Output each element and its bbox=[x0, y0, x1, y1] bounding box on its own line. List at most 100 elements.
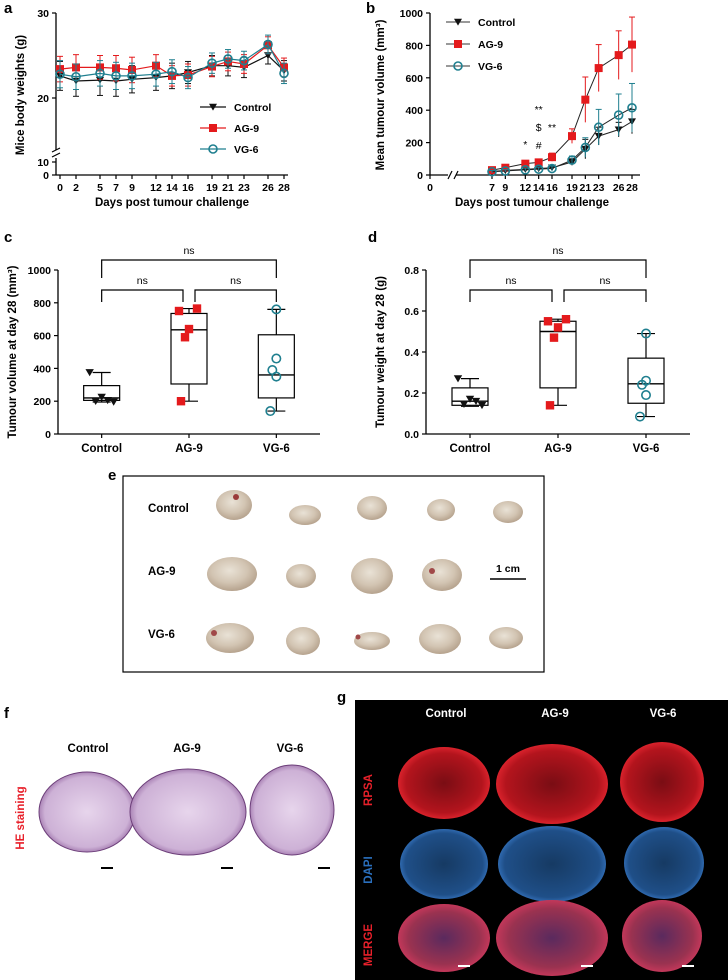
data-point-ag9 bbox=[176, 397, 186, 406]
data-point-vg6 bbox=[127, 71, 137, 81]
photo-row-label-vg6: VG-6 bbox=[148, 629, 175, 641]
data-point-vg6 bbox=[500, 166, 511, 176]
comparison-label: ns bbox=[552, 245, 563, 257]
data-point-vg6 bbox=[263, 39, 273, 50]
data-point-ag9 bbox=[192, 304, 202, 313]
he-col-label-vg6: VG-6 bbox=[277, 743, 304, 755]
if-row-label-merge: MERGE bbox=[363, 924, 375, 967]
x-tick-label: 14 bbox=[166, 182, 178, 194]
data-point-vg6 bbox=[71, 71, 81, 82]
data-point-ag9 bbox=[614, 51, 623, 60]
blood-spot bbox=[211, 630, 217, 636]
y-tick-label: 30 bbox=[37, 8, 49, 20]
significance-mark: # bbox=[536, 140, 542, 152]
y-axis-label: Tumour volume at day 28 (mm³) bbox=[7, 265, 19, 438]
scale-bar-label: 1 cm bbox=[496, 563, 520, 575]
tumour-photo bbox=[286, 627, 320, 655]
merge-section-control bbox=[398, 904, 490, 972]
data-point-ag9 bbox=[534, 158, 543, 167]
x-tick-label: VG-6 bbox=[263, 443, 290, 455]
comparison-bracket bbox=[469, 289, 553, 302]
tumour-photo bbox=[427, 499, 455, 521]
x-tick-label: 23 bbox=[593, 182, 605, 194]
data-point-vg6 bbox=[636, 379, 647, 390]
panel-label-d: d bbox=[368, 229, 377, 246]
y-axis-label: Tumour weight at day 28 (g) bbox=[375, 276, 387, 428]
y-tick-label: 0 bbox=[417, 170, 423, 182]
x-tick-label: 16 bbox=[182, 182, 194, 194]
data-point-control bbox=[209, 103, 217, 111]
box bbox=[627, 357, 665, 404]
axis-break-mark bbox=[51, 147, 61, 153]
x-tick-label: 2 bbox=[73, 182, 79, 194]
x-tick-label: Control bbox=[81, 443, 122, 455]
data-point-control bbox=[465, 395, 475, 403]
box bbox=[170, 312, 208, 385]
x-tick-label: 9 bbox=[502, 182, 508, 194]
he-col-label-ag9: AG-9 bbox=[173, 743, 200, 755]
x-tick-label: 19 bbox=[206, 182, 218, 194]
data-point-ag9 bbox=[628, 40, 636, 49]
tumour-photo bbox=[351, 558, 393, 594]
data-point-vg6 bbox=[613, 110, 624, 120]
data-point-vg6 bbox=[208, 144, 218, 154]
rpsa-section-ag9 bbox=[496, 744, 608, 824]
comparison-bracket bbox=[101, 289, 184, 302]
data-point-ag9 bbox=[209, 124, 217, 132]
he-row-label: HE staining bbox=[15, 786, 27, 849]
data-point-vg6 bbox=[151, 69, 161, 79]
he-section-control bbox=[38, 771, 136, 853]
data-point-ag9 bbox=[553, 323, 563, 332]
blood-spot bbox=[355, 634, 361, 640]
y-tick-label: 0.6 bbox=[404, 306, 419, 318]
blood-spot bbox=[429, 568, 435, 574]
data-point-ag9 bbox=[549, 333, 559, 342]
data-point-control bbox=[109, 398, 118, 406]
dapi-section-ag9 bbox=[498, 826, 606, 902]
x-tick-label: 5 bbox=[97, 182, 103, 194]
tumour-photo bbox=[289, 505, 321, 525]
panel-label-a: a bbox=[4, 0, 13, 17]
x-tick-label: 28 bbox=[626, 182, 638, 194]
data-point-vg6 bbox=[634, 411, 645, 422]
if-col-label-control: Control bbox=[426, 708, 467, 720]
dapi-section-vg6 bbox=[624, 827, 704, 899]
significance-mark: * bbox=[523, 139, 527, 151]
comparison-bracket bbox=[194, 289, 277, 302]
blood-spot bbox=[233, 494, 239, 500]
x-tick-label: Control bbox=[450, 443, 491, 455]
data-point-ag9 bbox=[521, 159, 530, 168]
x-tick-label: 9 bbox=[129, 182, 135, 194]
x-tick-label: AG-9 bbox=[544, 443, 571, 455]
significance-mark: ** bbox=[548, 122, 556, 134]
data-point-vg6 bbox=[183, 72, 193, 83]
data-point-control bbox=[454, 18, 462, 26]
tumour-photo bbox=[216, 490, 252, 520]
legend-label: Control bbox=[478, 17, 515, 29]
x-tick-label: 7 bbox=[489, 182, 495, 194]
y-tick-label: 10 bbox=[37, 157, 49, 169]
x-tick-label: 26 bbox=[613, 182, 625, 194]
y-tick-label: 0 bbox=[43, 170, 49, 182]
y-tick-label: 600 bbox=[405, 73, 423, 85]
data-point-control bbox=[477, 401, 487, 410]
data-point-vg6 bbox=[567, 155, 577, 165]
y-tick-label: 400 bbox=[405, 105, 423, 117]
data-point-vg6 bbox=[265, 406, 276, 417]
axis-break-mark bbox=[51, 152, 61, 158]
box bbox=[539, 320, 577, 389]
data-point-vg6 bbox=[547, 163, 557, 174]
data-point-ag9 bbox=[548, 153, 556, 162]
data-point-vg6 bbox=[520, 165, 531, 175]
significance-mark: $ bbox=[536, 122, 542, 134]
data-point-ag9 bbox=[568, 132, 576, 141]
chart-b-tumour-volume: 0 200 400 600 800 1000 0 7 9 12 14 16 19 21 23 26 28 Days… bbox=[375, 8, 640, 209]
y-axis-label: Mean tumour volume (mm³) bbox=[375, 19, 387, 170]
comparison-bracket bbox=[469, 259, 647, 278]
y-axis-label: Mice body weights (g) bbox=[15, 35, 27, 155]
data-point-control bbox=[91, 397, 100, 405]
data-point-vg6 bbox=[271, 353, 282, 364]
data-point-ag9 bbox=[545, 401, 555, 410]
comparison-label: ns bbox=[599, 275, 610, 287]
